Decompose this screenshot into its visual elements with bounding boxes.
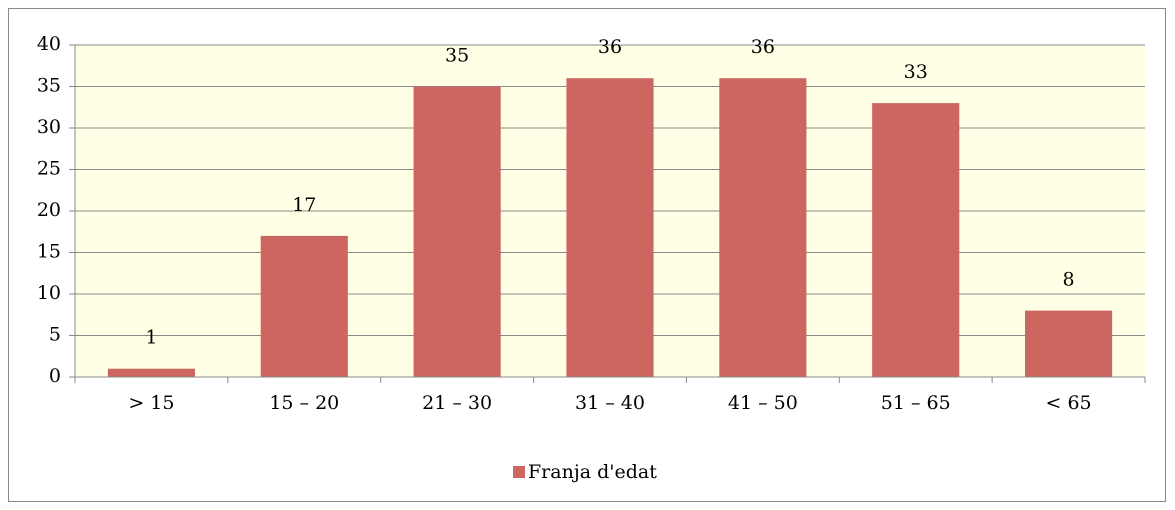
x-tick-label: 51 – 65 <box>881 392 951 414</box>
x-tick-label: 21 – 30 <box>422 392 492 414</box>
y-tick-label: 35 <box>37 75 61 97</box>
y-tick-label: 25 <box>37 158 61 180</box>
y-tick-label: 15 <box>37 241 61 263</box>
x-tick-label: 31 – 40 <box>575 392 645 414</box>
x-tick-label: 15 – 20 <box>269 392 339 414</box>
data-label: 35 <box>445 45 469 67</box>
y-tick-label: 10 <box>37 282 61 304</box>
bar <box>413 86 501 377</box>
bar <box>260 235 348 377</box>
data-label: 17 <box>292 194 316 216</box>
data-label: 36 <box>598 36 622 58</box>
data-label: 8 <box>1063 269 1075 291</box>
y-tick-label: 20 <box>37 199 61 221</box>
bar <box>719 78 807 377</box>
data-label: 36 <box>751 36 775 58</box>
y-tick-label: 5 <box>49 324 61 346</box>
y-tick-label: 30 <box>37 116 61 138</box>
y-tick-label: 40 <box>37 33 61 55</box>
x-tick-label: > 15 <box>128 392 174 414</box>
x-tick-label: 41 – 50 <box>728 392 798 414</box>
data-label: 33 <box>904 61 928 83</box>
x-tick-label: < 65 <box>1046 392 1092 414</box>
legend-swatch <box>513 466 525 478</box>
y-tick-label: 0 <box>49 365 61 387</box>
bar <box>107 368 195 377</box>
legend-label: Franja d'edat <box>528 461 657 483</box>
data-label: 1 <box>145 327 157 349</box>
bar <box>1025 310 1113 377</box>
bar <box>566 78 654 377</box>
bar <box>872 103 960 377</box>
